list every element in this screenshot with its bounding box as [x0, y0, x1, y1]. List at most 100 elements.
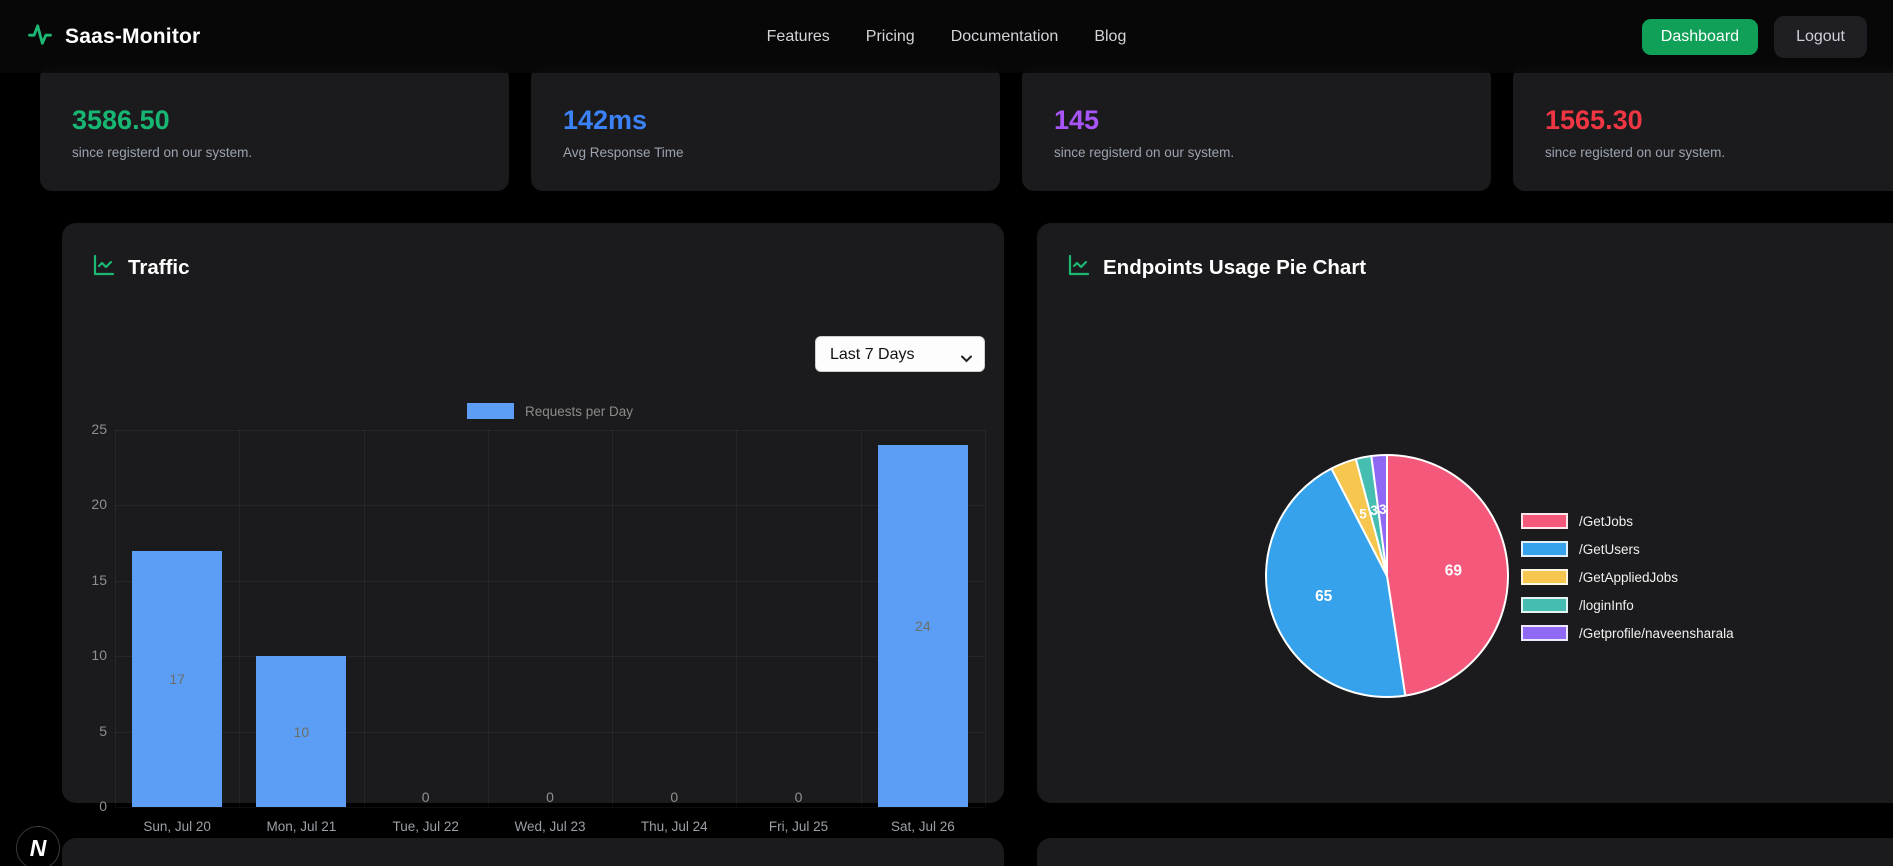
bar-value-label: 17 [169, 670, 185, 687]
gridline [115, 430, 116, 807]
legend-swatch [1521, 541, 1568, 557]
pie-value-label: 5 [1359, 506, 1367, 521]
gridline [736, 430, 738, 807]
traffic-bar[interactable]: 17 [132, 550, 223, 807]
stat-value: 3586.50 [72, 105, 170, 135]
pie-slice--getjobs[interactable] [1386, 454, 1509, 697]
line-chart-icon [1067, 253, 1091, 282]
legend-label: /GetAppliedJobs [1579, 569, 1679, 585]
stat-card-total-requests: 145 since registerd on our system. [1022, 66, 1491, 191]
pie-legend-item[interactable]: /GetJobs [1521, 507, 1734, 535]
stat-caption: Avg Response Time [563, 144, 684, 160]
nav-link-blog[interactable]: Blog [1094, 27, 1127, 45]
nav-link-pricing[interactable]: Pricing [865, 27, 915, 45]
traffic-header: Traffic [92, 253, 190, 282]
nav-links: Features Pricing Documentation Blog [767, 28, 1127, 46]
legend-swatch [466, 403, 514, 419]
range-select-wrap: Last 7 Days [815, 336, 985, 372]
bar-value-label: 0 [794, 789, 803, 805]
gridline [115, 731, 985, 733]
traffic-bar[interactable]: 24 [877, 445, 968, 807]
bar-value-label: 0 [670, 789, 679, 805]
gridline [115, 656, 985, 658]
pie-legend-item[interactable]: /Getprofile/naveensharala [1521, 619, 1734, 647]
endpoints-pie-chart[interactable]: 69 65 5 3 3 [1257, 446, 1517, 706]
traffic-bar-chart[interactable]: 0 5 10 15 20 25 17 Sun, Jul 20 10 Mon, Jul 21 0 Tue… [62, 223, 1004, 834]
bar-value-label: 0 [421, 789, 430, 805]
bar-value-label: 24 [915, 618, 931, 635]
legend-label: Requests per Day [524, 403, 634, 419]
pie-value-label: 69 [1445, 563, 1463, 580]
gridline [985, 430, 986, 807]
y-tick-label: 20 [91, 496, 107, 513]
pie-value-label: 3 [1370, 503, 1378, 518]
endpoints-pie-card: Endpoints Usage Pie Chart 69 65 5 3 3 /GetJo… [1037, 223, 1893, 803]
x-tick-label: Tue, Jul 22 [392, 819, 459, 834]
gridline [115, 807, 985, 808]
bottom-left-card [62, 838, 1004, 866]
y-tick-label: 15 [91, 571, 107, 588]
range-select[interactable]: Last 7 Days [815, 336, 985, 372]
pie-legend: /GetJobs/GetUsers/GetAppliedJobs/loginIn… [1521, 507, 1734, 647]
x-tick-label: Fri, Jul 25 [768, 819, 829, 834]
nav-link-features[interactable]: Features [766, 27, 830, 45]
gridline [860, 430, 862, 807]
gridline [363, 430, 365, 807]
nav-link-documentation[interactable]: Documentation [950, 27, 1059, 45]
x-tick-label: Thu, Jul 24 [640, 819, 708, 834]
bottom-right-card [1037, 838, 1893, 866]
pie-value-label: 65 [1315, 588, 1333, 605]
stat-caption: since registerd on our system. [1545, 144, 1726, 160]
legend-swatch [1521, 513, 1568, 529]
pie-header: Endpoints Usage Pie Chart [1067, 253, 1366, 282]
bar-value-label: 10 [293, 723, 310, 740]
dashboard-button[interactable]: Dashboard [1641, 18, 1759, 55]
stat-caption: since registerd on our system. [72, 144, 253, 160]
gridline [115, 430, 985, 431]
bar-value-label: 0 [546, 789, 554, 805]
x-tick-label: Mon, Jul 21 [266, 819, 337, 834]
gridline [487, 430, 489, 807]
traffic-card: Traffic Last 7 Days Requests per Day 0 5 1… [62, 223, 1004, 834]
stat-card-total-1: 3586.50 since registerd on our system. [40, 66, 509, 191]
legend-label: /GetJobs [1579, 513, 1634, 529]
logout-button[interactable]: Logout [1774, 15, 1867, 58]
y-tick-label: 10 [91, 647, 107, 664]
x-tick-label: Sun, Jul 20 [143, 819, 211, 834]
pie-value-label: 3 [1379, 502, 1387, 517]
activity-pulse-icon [26, 20, 54, 53]
legend-swatch [1521, 625, 1568, 641]
legend-label: /GetUsers [1579, 541, 1640, 557]
pie-legend-item[interactable]: /loginInfo [1521, 591, 1734, 619]
legend-swatch [1521, 569, 1568, 585]
navbar: Saas-Monitor Features Pricing Documentat… [0, 0, 1893, 73]
pie-legend-item[interactable]: /GetUsers [1521, 535, 1734, 563]
brand[interactable]: Saas-Monitor [26, 20, 200, 53]
nav-actions: Dashboard Logout [1641, 15, 1867, 58]
stats-row: 3586.50 since registerd on our system. 1… [40, 66, 1893, 191]
traffic-bar[interactable]: 10 [256, 656, 347, 807]
y-tick-label: 25 [91, 421, 107, 437]
stat-value: 145 [1054, 105, 1100, 135]
pie-slice--getusers[interactable] [1265, 467, 1407, 698]
stat-card-avg-response: 142ms Avg Response Time [531, 66, 1000, 191]
traffic-title: Traffic [128, 255, 190, 279]
x-tick-label: Wed, Jul 23 [514, 819, 586, 834]
traffic-chart-legend[interactable]: Requests per Day [115, 403, 985, 419]
legend-label: /loginInfo [1579, 597, 1634, 613]
nextjs-dev-indicator[interactable]: N [16, 826, 60, 866]
pie-legend-item[interactable]: /GetAppliedJobs [1521, 563, 1734, 591]
gridline [115, 580, 985, 582]
pie-slice--getprofile-naveensharala[interactable] [1370, 453, 1388, 577]
gridline [612, 430, 614, 807]
gridline [115, 505, 985, 507]
line-chart-icon [92, 253, 116, 282]
stat-card-total-2: 1565.30 since registerd on our system. [1513, 66, 1893, 191]
x-tick-label: Sat, Jul 26 [890, 819, 955, 834]
pie-title: Endpoints Usage Pie Chart [1103, 255, 1367, 279]
legend-label: /Getprofile/naveensharala [1579, 625, 1734, 641]
y-tick-label: 0 [99, 798, 107, 814]
gridline [239, 430, 241, 807]
stat-value: 142ms [563, 105, 648, 135]
y-tick-label: 5 [99, 722, 107, 739]
